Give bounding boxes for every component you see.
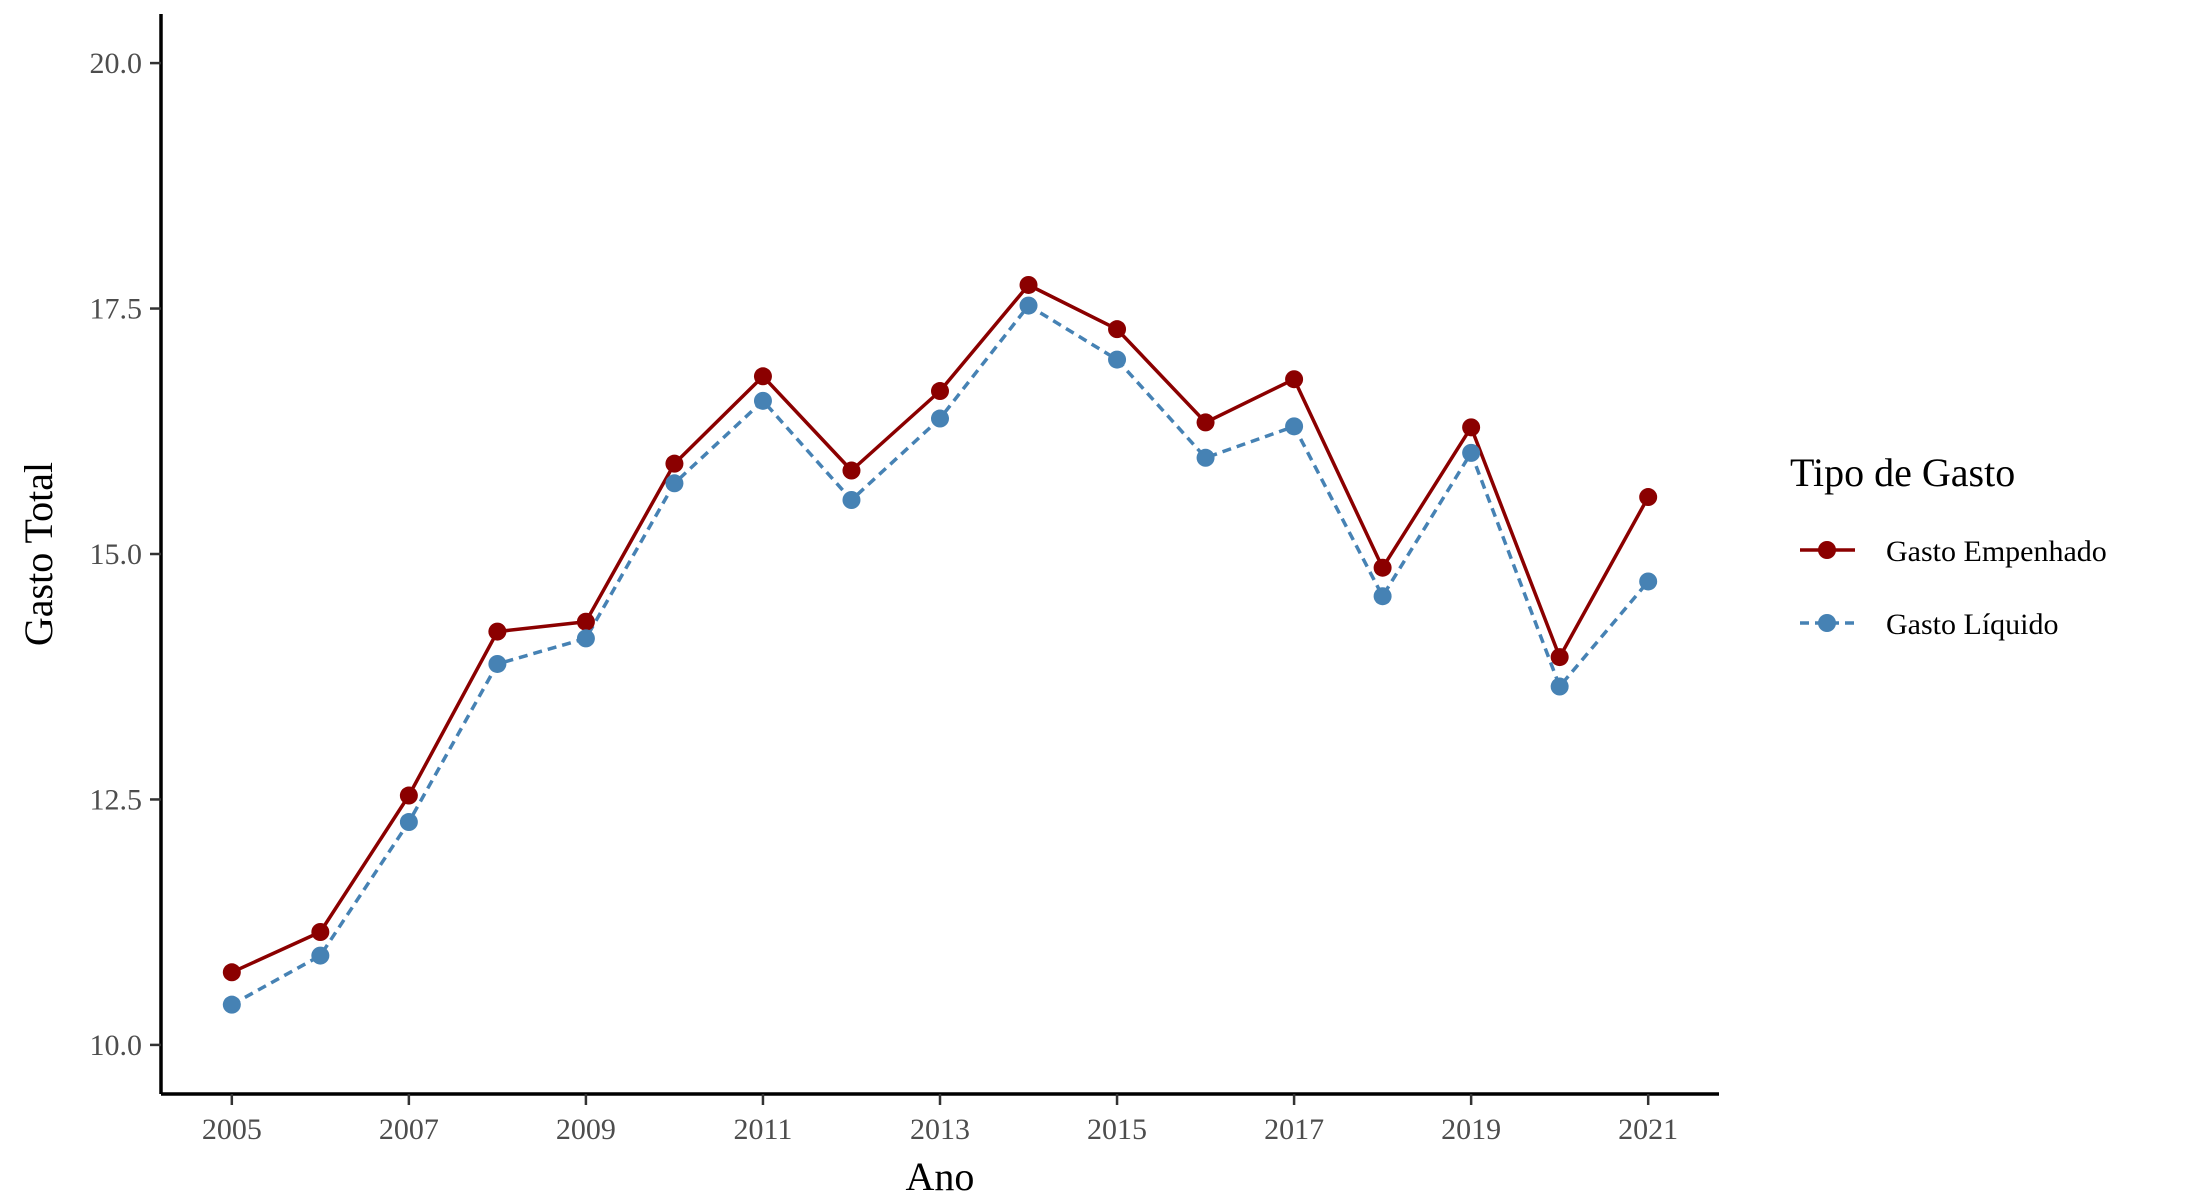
data-point-gasto-liquido xyxy=(753,391,772,410)
data-point-gasto-liquido xyxy=(931,409,949,428)
legend: Tipo de Gasto Gasto Empenhado Gasto Líqu… xyxy=(1790,450,2107,641)
data-point-gasto-empenhado xyxy=(1285,370,1304,389)
y-tick-label: 20.0 xyxy=(90,47,143,80)
legend-title: Tipo de Gasto xyxy=(1790,450,2015,495)
data-point-gasto-liquido xyxy=(488,654,507,673)
y-tick-label: 15.0 xyxy=(90,538,143,571)
x-tick-label: 2013 xyxy=(910,1113,970,1146)
data-point-gasto-liquido xyxy=(399,813,418,832)
data-point-gasto-liquido xyxy=(1639,572,1658,591)
x-axis-ticks: 2005 2007 2009 2011 2013 2015 2017 2019 2021 xyxy=(202,1094,1678,1146)
y-axis-ticks: 10.0 12.5 15.0 17.5 20.0 xyxy=(90,47,161,1062)
legend-item-gasto-empenhado: Gasto Empenhado xyxy=(1800,535,2107,568)
legend-label-gasto-empenhado: Gasto Empenhado xyxy=(1886,535,2107,568)
x-tick-label: 2005 xyxy=(202,1113,262,1146)
x-tick-label: 2009 xyxy=(556,1113,616,1146)
data-point-gasto-empenhado xyxy=(311,923,330,941)
data-point-gasto-liquido xyxy=(842,491,861,509)
y-tick-label: 10.0 xyxy=(90,1029,143,1062)
data-point-gasto-liquido xyxy=(1019,296,1038,315)
data-point-gasto-empenhado xyxy=(1373,558,1392,577)
data-point-gasto-liquido xyxy=(311,946,330,965)
data-point-gasto-liquido xyxy=(1462,443,1481,462)
data-point-gasto-empenhado xyxy=(488,622,507,641)
legend-key-marker-gasto-liquido xyxy=(1818,614,1836,632)
y-tick-label: 12.5 xyxy=(90,783,143,816)
data-point-gasto-empenhado xyxy=(931,382,949,401)
data-point-gasto-empenhado xyxy=(1462,418,1481,437)
data-point-gasto-liquido xyxy=(576,629,595,648)
y-axis-title: Gasto Total xyxy=(16,462,61,646)
data-point-gasto-empenhado xyxy=(1550,648,1569,667)
data-point-gasto-empenhado xyxy=(1019,275,1038,294)
data-point-gasto-liquido xyxy=(1285,417,1304,436)
data-point-gasto-empenhado xyxy=(399,786,418,805)
x-tick-label: 2017 xyxy=(1264,1113,1324,1146)
legend-key-marker-gasto-empenhado xyxy=(1818,541,1836,559)
data-point-gasto-empenhado xyxy=(842,461,861,480)
x-tick-label: 2015 xyxy=(1087,1113,1147,1146)
x-tick-label: 2007 xyxy=(379,1113,439,1146)
legend-item-gasto-liquido: Gasto Líquido xyxy=(1800,608,2059,641)
x-tick-label: 2019 xyxy=(1441,1113,1501,1146)
x-axis-title: Ano xyxy=(906,1154,975,1199)
data-point-gasto-empenhado xyxy=(1639,488,1658,507)
data-point-gasto-liquido xyxy=(1108,350,1127,369)
data-point-gasto-empenhado xyxy=(753,367,772,386)
plot-points xyxy=(222,275,1658,1014)
x-tick-label: 2021 xyxy=(1618,1113,1678,1146)
data-point-gasto-empenhado xyxy=(1108,320,1127,339)
data-point-gasto-empenhado xyxy=(576,612,595,631)
data-point-gasto-liquido xyxy=(1550,677,1569,696)
data-point-gasto-liquido xyxy=(1373,587,1392,606)
data-point-gasto-empenhado xyxy=(1196,413,1215,432)
data-point-gasto-liquido xyxy=(1196,448,1215,467)
legend-label-gasto-liquido: Gasto Líquido xyxy=(1886,608,2059,641)
data-point-gasto-empenhado xyxy=(665,454,684,473)
x-tick-label: 2011 xyxy=(734,1113,793,1146)
y-tick-label: 17.5 xyxy=(90,293,143,326)
data-point-gasto-liquido xyxy=(222,995,241,1014)
data-point-gasto-empenhado xyxy=(222,963,241,982)
data-point-gasto-liquido xyxy=(665,474,684,493)
